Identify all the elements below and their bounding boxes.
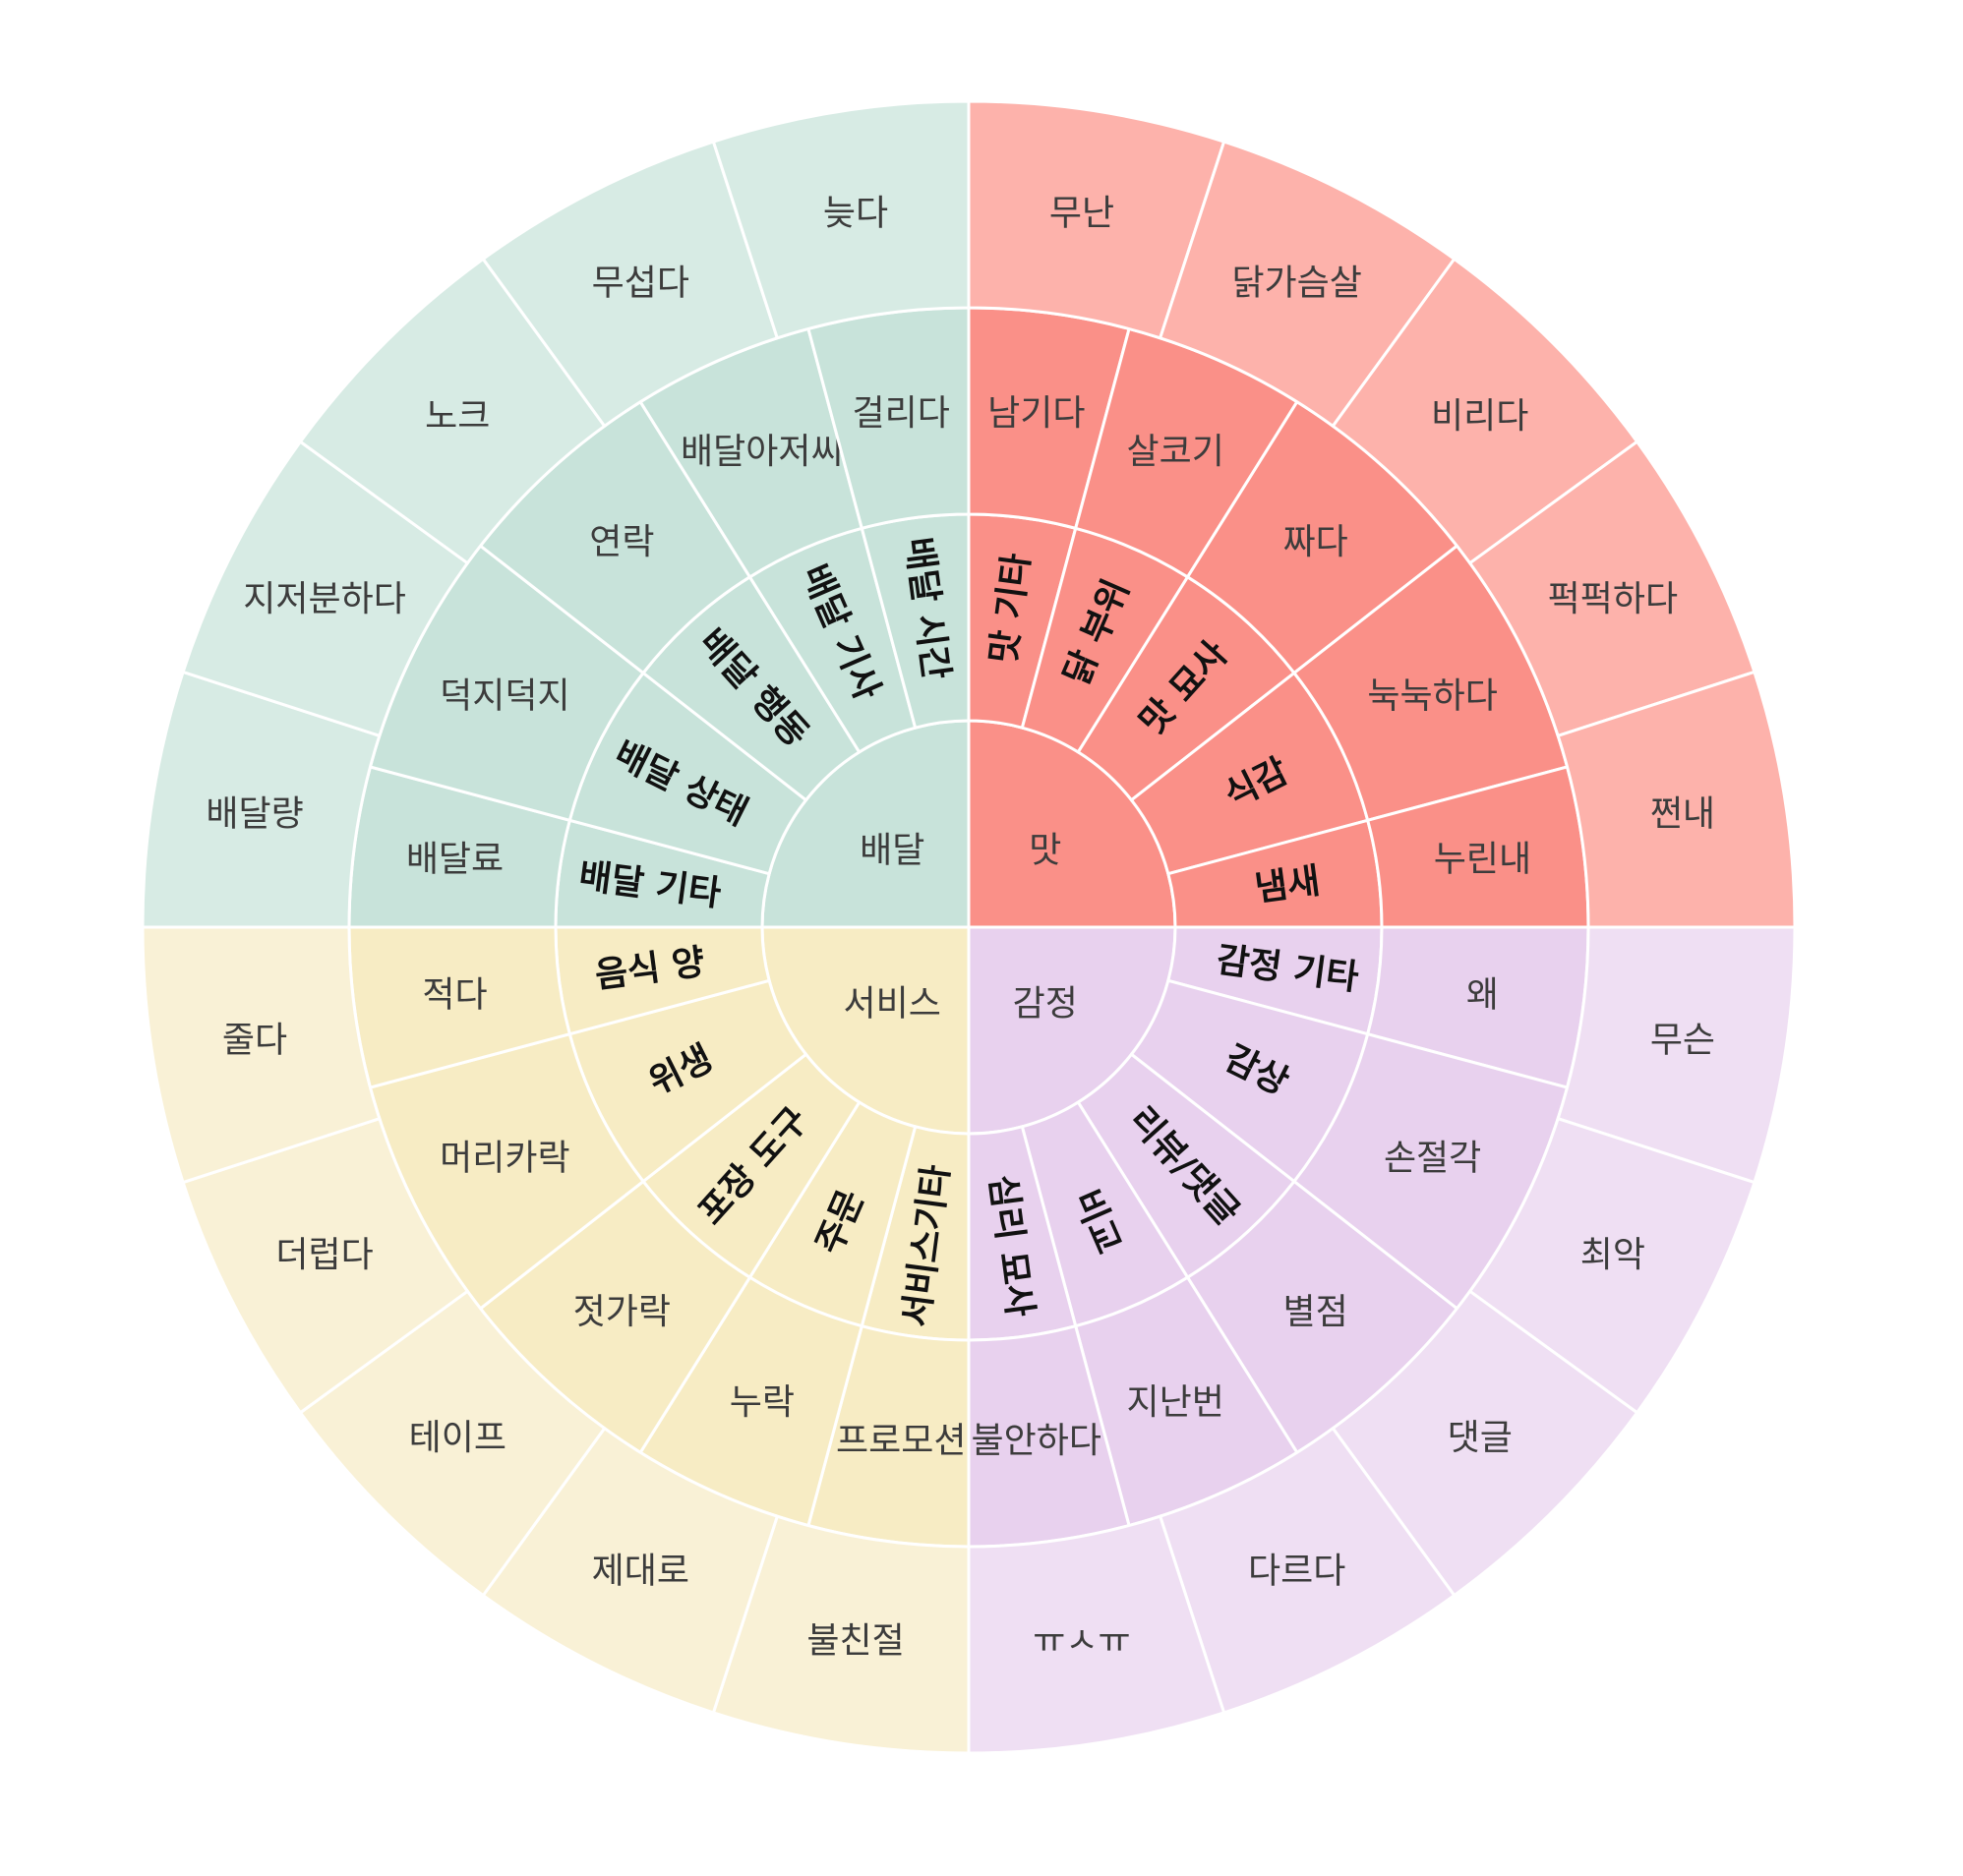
leaf_outer-label-emotion-4: ㅠㅅㅠ [1033, 1620, 1130, 1661]
category-label-delivery: 배달 [860, 831, 924, 871]
leaf_mid-label-delivery-1: 덕지덕지 [440, 675, 569, 716]
leaf_mid-label-emotion-4: 불안하다 [972, 1421, 1101, 1461]
leaf_mid-label-service-0: 프로모션 [836, 1421, 966, 1461]
leaf_mid-label-service-2: 젓가락 [573, 1292, 671, 1332]
leaf_mid-label-emotion-0: 왜 [1466, 974, 1499, 1015]
leaf_mid-label-taste-0: 남기다 [987, 393, 1085, 434]
leaf_mid-label-service-4: 적다 [422, 974, 487, 1015]
leaf_mid-label-delivery-2: 연락 [589, 522, 654, 562]
leaf_outer-label-delivery-0: 배달량 [206, 794, 303, 835]
category-label-taste: 맛 [1029, 831, 1061, 871]
leaf_mid-label-delivery-4: 걸리다 [853, 393, 950, 434]
leaf_outer-label-emotion-3: 다르다 [1248, 1551, 1345, 1591]
leaf_outer-label-delivery-3: 무섭다 [592, 264, 689, 304]
leaf_outer-label-emotion-2: 댓글 [1448, 1418, 1513, 1458]
leaf_mid-label-emotion-3: 지난번 [1126, 1382, 1223, 1423]
leaf_outer-label-service-2: 테이프 [409, 1418, 506, 1458]
leaf_outer-label-taste-0: 무난 [1049, 194, 1114, 234]
category-label-emotion: 감정 [1013, 983, 1078, 1024]
leaf_outer-label-service-0: 불친절 [806, 1620, 904, 1661]
leaf_outer-label-emotion-1: 최악 [1580, 1235, 1645, 1275]
leaf_outer-label-taste-3: 퍽퍽하다 [1548, 579, 1678, 619]
sub-label-taste-4: 냄새 [1253, 861, 1323, 909]
leaf_mid-label-delivery-3: 배달아저씨 [681, 432, 844, 472]
leaf_outer-label-taste-2: 비리다 [1431, 396, 1528, 437]
leaf_outer-label-emotion-0: 무슨 [1650, 1020, 1715, 1060]
leaf_mid-label-service-1: 누락 [730, 1382, 795, 1423]
category-label-service: 서비스 [844, 983, 941, 1024]
leaf_mid-label-service-3: 머리카락 [440, 1139, 569, 1179]
leaf_mid-label-taste-1: 살코기 [1126, 432, 1223, 472]
leaf_outer-label-delivery-1: 지저분하다 [243, 579, 406, 619]
leaf_mid-label-taste-4: 누린내 [1434, 840, 1531, 880]
leaf_outer-label-delivery-4: 늦다 [823, 194, 888, 234]
leaf_outer-label-taste-1: 닭가슴살 [1231, 264, 1361, 304]
leaf_mid-label-taste-2: 짜다 [1283, 522, 1348, 562]
leaf_outer-label-service-3: 더럽다 [275, 1235, 373, 1275]
leaf_mid-label-emotion-2: 별점 [1283, 1292, 1348, 1332]
leaf_outer-label-delivery-2: 노크 [425, 396, 490, 437]
leaf_outer-label-taste-4: 쩐내 [1650, 794, 1715, 835]
leaf_mid-label-delivery-0: 배달료 [406, 840, 504, 880]
leaf_mid-label-taste-3: 눅눅하다 [1367, 675, 1497, 716]
leaf_mid-label-emotion-1: 손절각 [1384, 1139, 1481, 1179]
leaf_outer-label-service-4: 줄다 [222, 1020, 287, 1060]
leaf_outer-label-service-1: 제대로 [592, 1551, 689, 1591]
